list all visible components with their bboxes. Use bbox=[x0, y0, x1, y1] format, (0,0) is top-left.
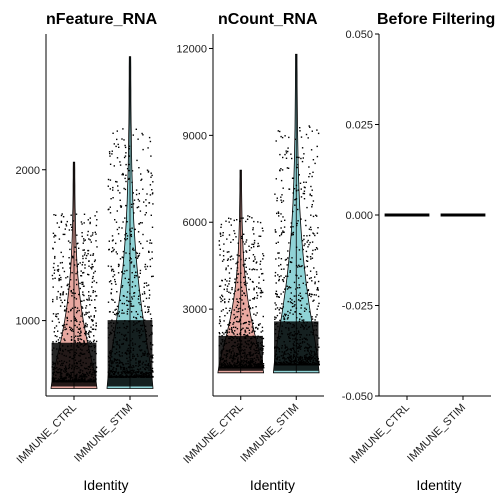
y-tick-label: 12000 bbox=[176, 43, 207, 55]
y-tick-label: 6000 bbox=[183, 217, 207, 229]
x-axis-label: Identity bbox=[83, 477, 128, 493]
panel-title: Before Filtering bbox=[377, 11, 495, 28]
panel-title: nCount_RNA bbox=[218, 11, 318, 28]
panel-3: Before Filtering -0.050 -0.025 0.000 0.025 0.… bbox=[342, 11, 495, 493]
x-tick-label: IMMUNE_CTRL bbox=[14, 402, 79, 467]
y-tick-label: 0.000 bbox=[345, 210, 373, 222]
panel-2: nCount_RNA 3000 6000 9000 12000 IMMUNE_CTRLIM… bbox=[176, 11, 324, 493]
y-tick-label: 2000 bbox=[16, 165, 40, 177]
x-tick-label: IMMUNE_STIM bbox=[238, 402, 301, 465]
x-tick-label: IMMUNE_STIM bbox=[405, 402, 468, 465]
y-tick-label: 1000 bbox=[16, 316, 40, 328]
y-tick-label: -0.025 bbox=[342, 301, 373, 313]
x-tick-label: IMMUNE_CTRL bbox=[181, 402, 246, 467]
panel-title: nFeature_RNA bbox=[46, 11, 158, 28]
y-tick-label: 9000 bbox=[183, 130, 207, 142]
y-tick-label: 0.050 bbox=[345, 29, 373, 41]
x-axis-label: Identity bbox=[250, 477, 295, 493]
x-tick-label: IMMUNE_STIM bbox=[72, 402, 135, 465]
y-tick-label: 3000 bbox=[183, 304, 207, 316]
y-tick-label: -0.050 bbox=[342, 391, 373, 403]
x-axis-label: Identity bbox=[416, 477, 461, 493]
x-tick-label: IMMUNE_CTRL bbox=[347, 402, 412, 467]
y-tick-label: 0.025 bbox=[345, 120, 373, 132]
panel-1: nFeature_RNA 1000 2000 IMMUNE_CTRLIMMUNE_ST… bbox=[14, 11, 158, 493]
